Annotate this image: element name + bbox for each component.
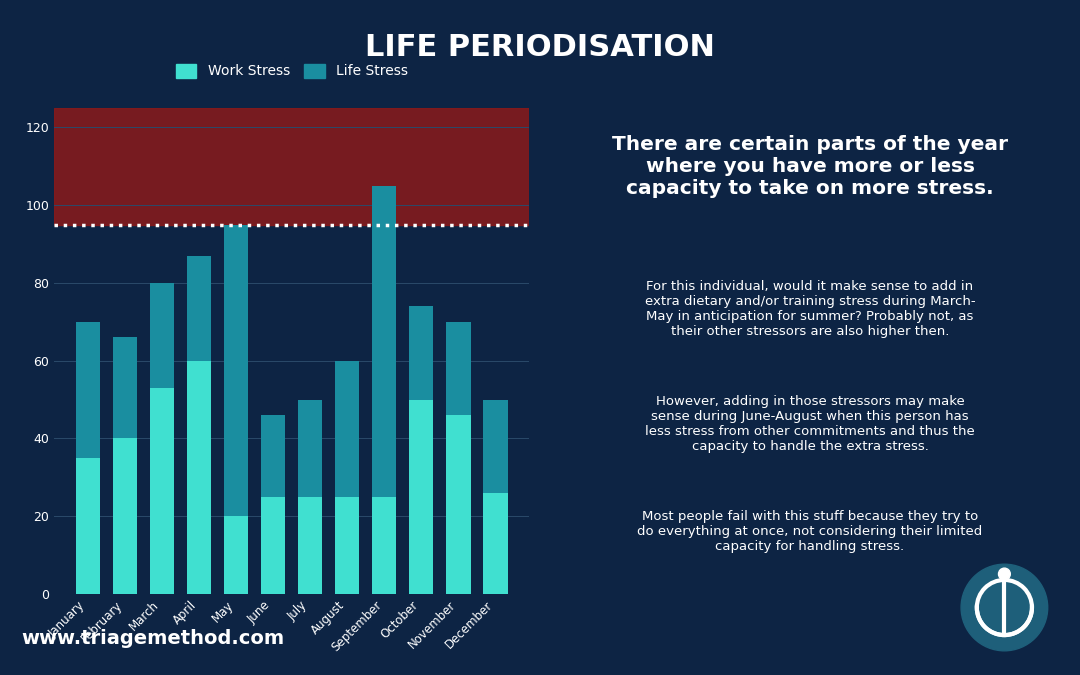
Text: For this individual, would it make sense to add in
extra dietary and/or training: For this individual, would it make sense… <box>645 280 975 338</box>
Bar <box>409 306 433 400</box>
Bar <box>54 108 529 225</box>
Text: www.triagemethod.com: www.triagemethod.com <box>22 629 285 648</box>
Bar <box>335 497 360 594</box>
Bar <box>112 439 137 594</box>
Bar <box>261 497 285 594</box>
Circle shape <box>961 564 1048 651</box>
Bar <box>76 458 99 594</box>
Circle shape <box>999 568 1010 580</box>
Bar <box>187 256 211 360</box>
Bar <box>112 338 137 439</box>
Text: LIFE PERIODISATION: LIFE PERIODISATION <box>365 33 715 61</box>
Bar <box>373 186 396 497</box>
Bar <box>224 516 248 594</box>
Bar <box>298 497 322 594</box>
Bar <box>187 360 211 594</box>
Bar <box>484 400 508 493</box>
Bar <box>150 283 174 388</box>
Bar <box>446 415 471 594</box>
Bar <box>261 415 285 497</box>
Bar <box>76 322 99 458</box>
Bar <box>373 497 396 594</box>
Bar <box>446 322 471 415</box>
Legend: Work Stress, Life Stress: Work Stress, Life Stress <box>168 57 415 85</box>
Text: There are certain parts of the year
where you have more or less
capacity to take: There are certain parts of the year wher… <box>612 135 1008 198</box>
Text: However, adding in those stressors may make
sense during June-August when this p: However, adding in those stressors may m… <box>645 395 975 453</box>
Bar <box>150 388 174 594</box>
Bar <box>224 225 248 516</box>
Text: Most people fail with this stuff because they try to
do everything at once, not : Most people fail with this stuff because… <box>637 510 983 553</box>
Bar <box>298 400 322 497</box>
Bar <box>409 400 433 594</box>
Bar <box>335 360 360 497</box>
Bar <box>484 493 508 594</box>
